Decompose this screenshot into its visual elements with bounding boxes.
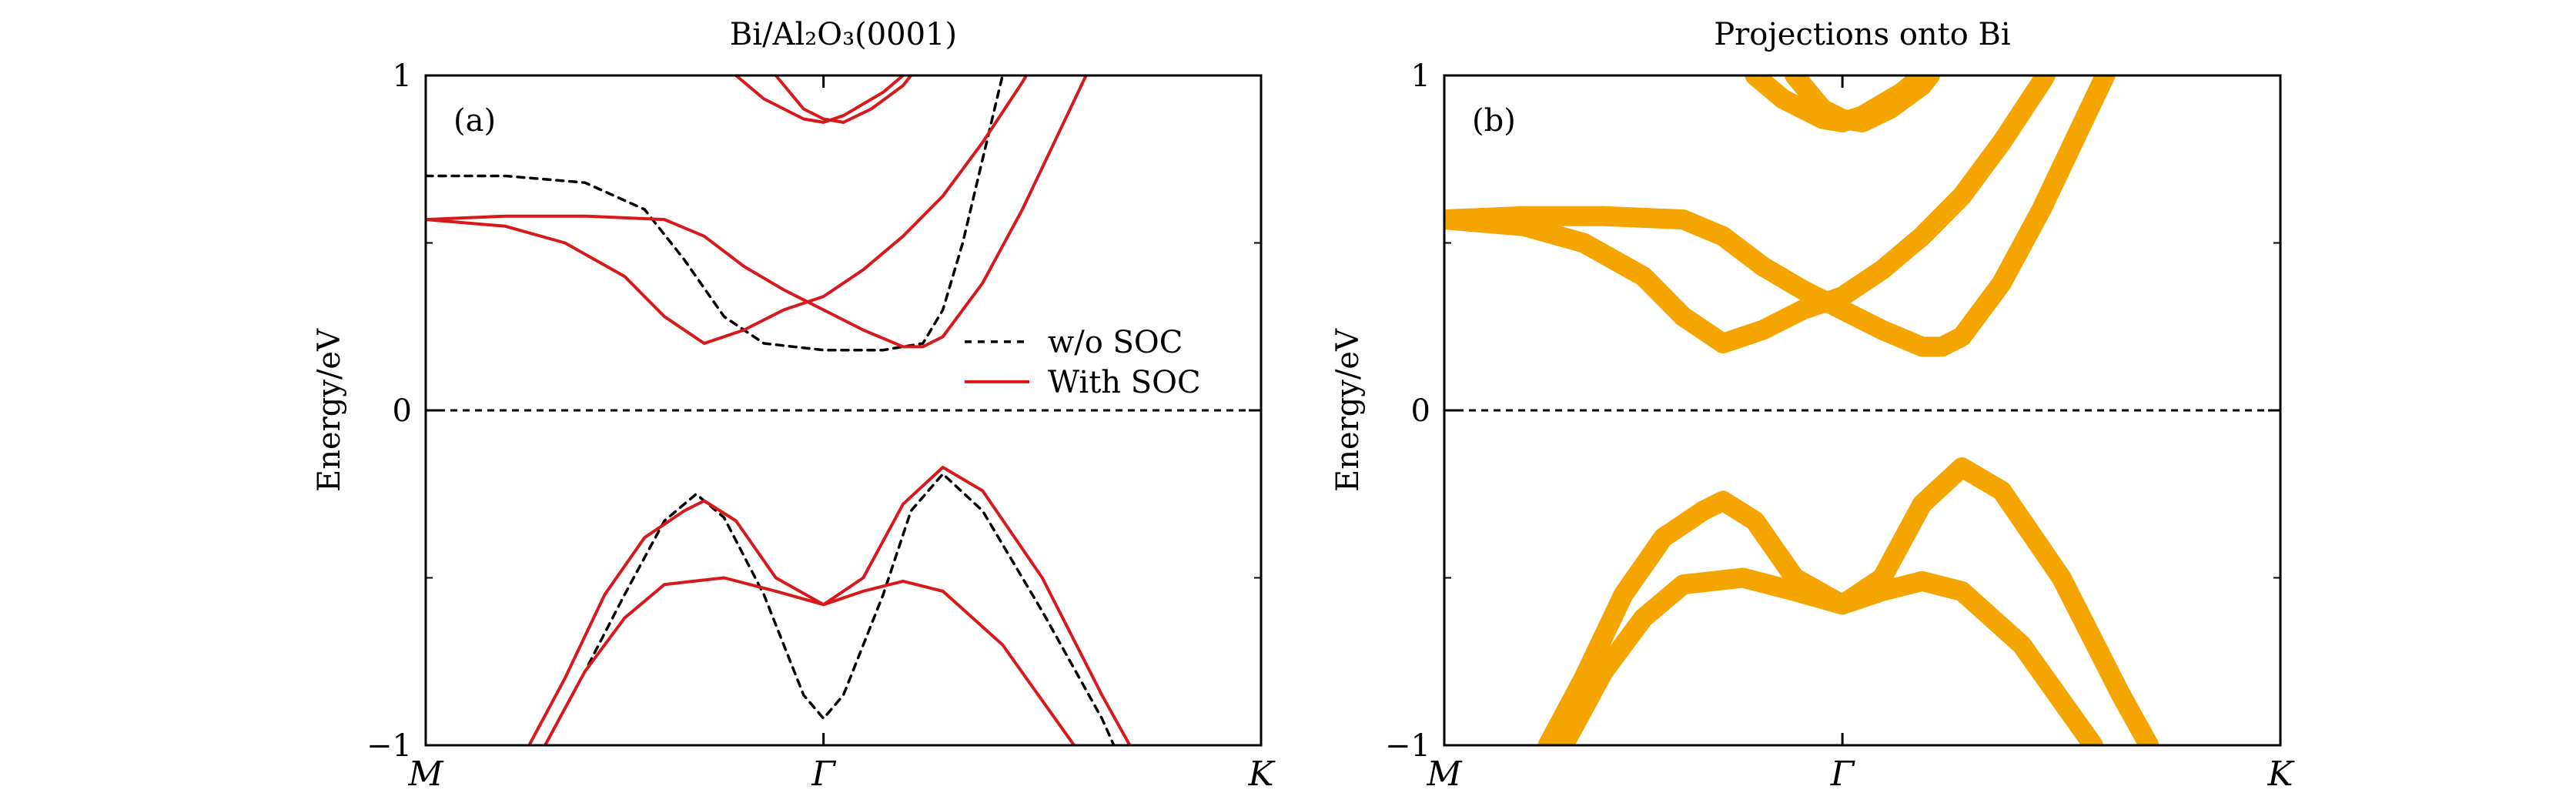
x-tick-label: M xyxy=(407,754,443,794)
legend-entry: With SOC xyxy=(1048,365,1201,400)
band-line-projection-5 xyxy=(1554,567,2103,745)
panel-a: −1 0 1 M Γ K Bi/Al₂O₃(0001) Energy/eV (a) w/o SOC… xyxy=(312,17,1276,794)
y-axis-label: Energy/eV xyxy=(1330,328,1366,492)
band-line-projection-0 xyxy=(1444,75,2116,357)
legend-entry: w/o SOC xyxy=(1048,325,1183,360)
band-line-with-soc-0 xyxy=(426,75,1088,349)
panel-label: (b) xyxy=(1472,103,1516,139)
x-tick-label: K xyxy=(1248,754,1276,794)
band-line-with-soc-4 xyxy=(527,466,1132,745)
x-tick-label: M xyxy=(1426,754,1462,794)
y-axis-label: Energy/eV xyxy=(312,328,347,492)
band-line-w-o-soc-0 xyxy=(426,75,1004,352)
band-line-with-soc-1 xyxy=(426,75,1029,345)
y-tick-label: 1 xyxy=(393,59,412,94)
y-tick-label: −1 xyxy=(1385,728,1430,764)
band-line-projection-1 xyxy=(1444,75,2056,353)
x-tick-label: Γ xyxy=(1830,754,1855,794)
y-tick-label: 1 xyxy=(1411,59,1430,94)
chart-title: Bi/Al₂O₃(0001) xyxy=(730,17,957,52)
plot-area xyxy=(1444,75,2159,745)
plot-area xyxy=(426,75,1132,745)
x-tick-label: K xyxy=(2267,754,2295,794)
band-line-with-soc-3 xyxy=(774,75,913,124)
chart-title: Projections onto Bi xyxy=(1714,17,2010,52)
band-line-with-soc-5 xyxy=(544,576,1076,745)
band-line-w-o-soc-1 xyxy=(544,472,1116,745)
panel-label: (a) xyxy=(453,103,496,139)
band-line-with-soc-2 xyxy=(734,75,905,124)
y-tick-label: −1 xyxy=(366,728,412,764)
legend: w/o SOC With SOC xyxy=(965,325,1201,400)
band-line-projection-3 xyxy=(1785,75,1940,132)
panel-b: −1 0 1 M Γ K Projections onto Bi Energy/eV (b) xyxy=(1330,17,2295,794)
x-tick-label: Γ xyxy=(811,754,836,794)
y-tick-label: 0 xyxy=(393,393,412,429)
y-tick-label: 0 xyxy=(1411,393,1430,429)
